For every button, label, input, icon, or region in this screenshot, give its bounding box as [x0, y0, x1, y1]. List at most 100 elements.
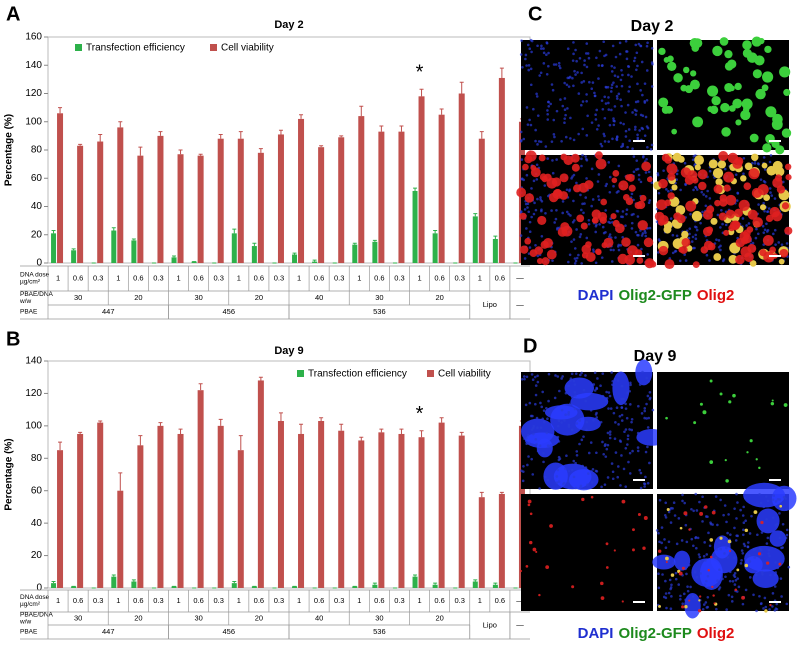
bar — [197, 155, 204, 263]
nucleus — [611, 137, 614, 141]
gfp-cell — [667, 61, 677, 72]
olig-cell — [618, 180, 629, 191]
blob — [521, 418, 555, 445]
nucleus — [719, 547, 723, 551]
nucleus — [686, 585, 689, 588]
nucleus — [525, 64, 528, 67]
olig-cell — [688, 599, 691, 602]
chart-title: Day 2 — [274, 19, 303, 31]
nucleus — [693, 571, 697, 574]
nucleus — [667, 591, 671, 595]
nucleus — [619, 98, 622, 102]
gfp-cell — [683, 66, 690, 74]
nucleus — [595, 451, 598, 455]
nucleus — [621, 215, 624, 219]
nucleus — [585, 65, 589, 69]
bar — [498, 77, 505, 264]
nucleus — [527, 68, 531, 72]
gfp-cell — [772, 113, 783, 125]
nucleus — [534, 402, 537, 406]
gfp-cell — [751, 153, 759, 162]
nucleus — [607, 220, 610, 224]
nucleus — [546, 109, 549, 112]
nucleus — [650, 61, 654, 64]
nucleus — [611, 470, 615, 474]
nucleus — [766, 536, 770, 540]
nucleus — [774, 243, 777, 246]
stain-caption: DAPI Olig2-GFP Olig2 — [578, 287, 735, 304]
olig-cell — [766, 561, 770, 565]
nucleus — [585, 177, 588, 180]
nucleus — [734, 578, 738, 582]
nucleus — [539, 71, 543, 75]
nucleus — [671, 507, 674, 510]
x-tick-label: 0.3 — [334, 273, 344, 282]
nucleus — [736, 501, 739, 504]
olig-cell — [725, 209, 736, 219]
olig-cell — [540, 240, 549, 249]
gfp-cell — [670, 573, 675, 577]
nucleus — [774, 561, 777, 564]
micrograph — [657, 372, 789, 489]
nucleus — [560, 408, 564, 412]
error-bar — [339, 135, 344, 138]
olig-cell — [779, 248, 789, 258]
nucleus — [644, 231, 647, 235]
olig-cell — [628, 184, 636, 192]
row-label: µg/cm² — [20, 279, 41, 286]
nucleus — [640, 247, 643, 251]
nucleus — [611, 379, 615, 383]
nucleus — [660, 541, 663, 545]
nucleus — [614, 421, 617, 424]
x-tick-label: 0.6 — [133, 596, 143, 605]
nucleus — [603, 116, 607, 120]
olig-cell — [627, 245, 638, 257]
error-bar — [71, 248, 76, 251]
bar — [352, 586, 358, 588]
x-tick-label: 1 — [357, 273, 361, 282]
nucleus — [717, 239, 721, 242]
nucleus — [618, 52, 622, 56]
nucleus — [733, 526, 736, 530]
olig-cell — [683, 511, 688, 516]
nucleus — [607, 235, 611, 238]
nucleus — [620, 84, 624, 88]
nucleus — [636, 431, 640, 435]
nucleus — [630, 221, 634, 225]
nucleus — [561, 200, 565, 203]
nucleus — [594, 413, 598, 416]
nucleus — [598, 49, 602, 53]
gfp-cell — [724, 82, 734, 93]
nucleus — [595, 470, 599, 473]
nucleus — [637, 178, 641, 181]
nucleus — [744, 519, 747, 523]
nucleus — [595, 386, 598, 390]
nucleus — [558, 66, 562, 70]
olig-cell — [747, 243, 757, 253]
olig-cell — [711, 585, 714, 589]
olig-cell — [734, 208, 743, 218]
nucleus — [602, 132, 606, 136]
gfp-cell — [661, 105, 670, 114]
olig-cell — [664, 199, 672, 207]
nucleus — [575, 422, 579, 425]
nucleus — [526, 43, 530, 47]
nucleus — [756, 162, 760, 165]
nucleus — [615, 135, 619, 139]
nucleus — [727, 593, 731, 597]
nucleus — [688, 227, 692, 230]
nucleus — [627, 460, 630, 464]
gfp-cell — [761, 162, 768, 169]
nucleus — [580, 71, 583, 75]
nucleus — [581, 100, 585, 103]
nucleus — [645, 417, 648, 420]
nucleus — [612, 117, 615, 120]
gfp-cell — [663, 225, 672, 234]
bar — [432, 584, 438, 588]
gfp-cell — [761, 84, 769, 92]
nucleus — [535, 92, 538, 96]
nucleus — [546, 157, 549, 160]
nucleus — [612, 411, 616, 415]
chart-title: Day 9 — [274, 345, 303, 357]
nucleus — [620, 384, 624, 388]
